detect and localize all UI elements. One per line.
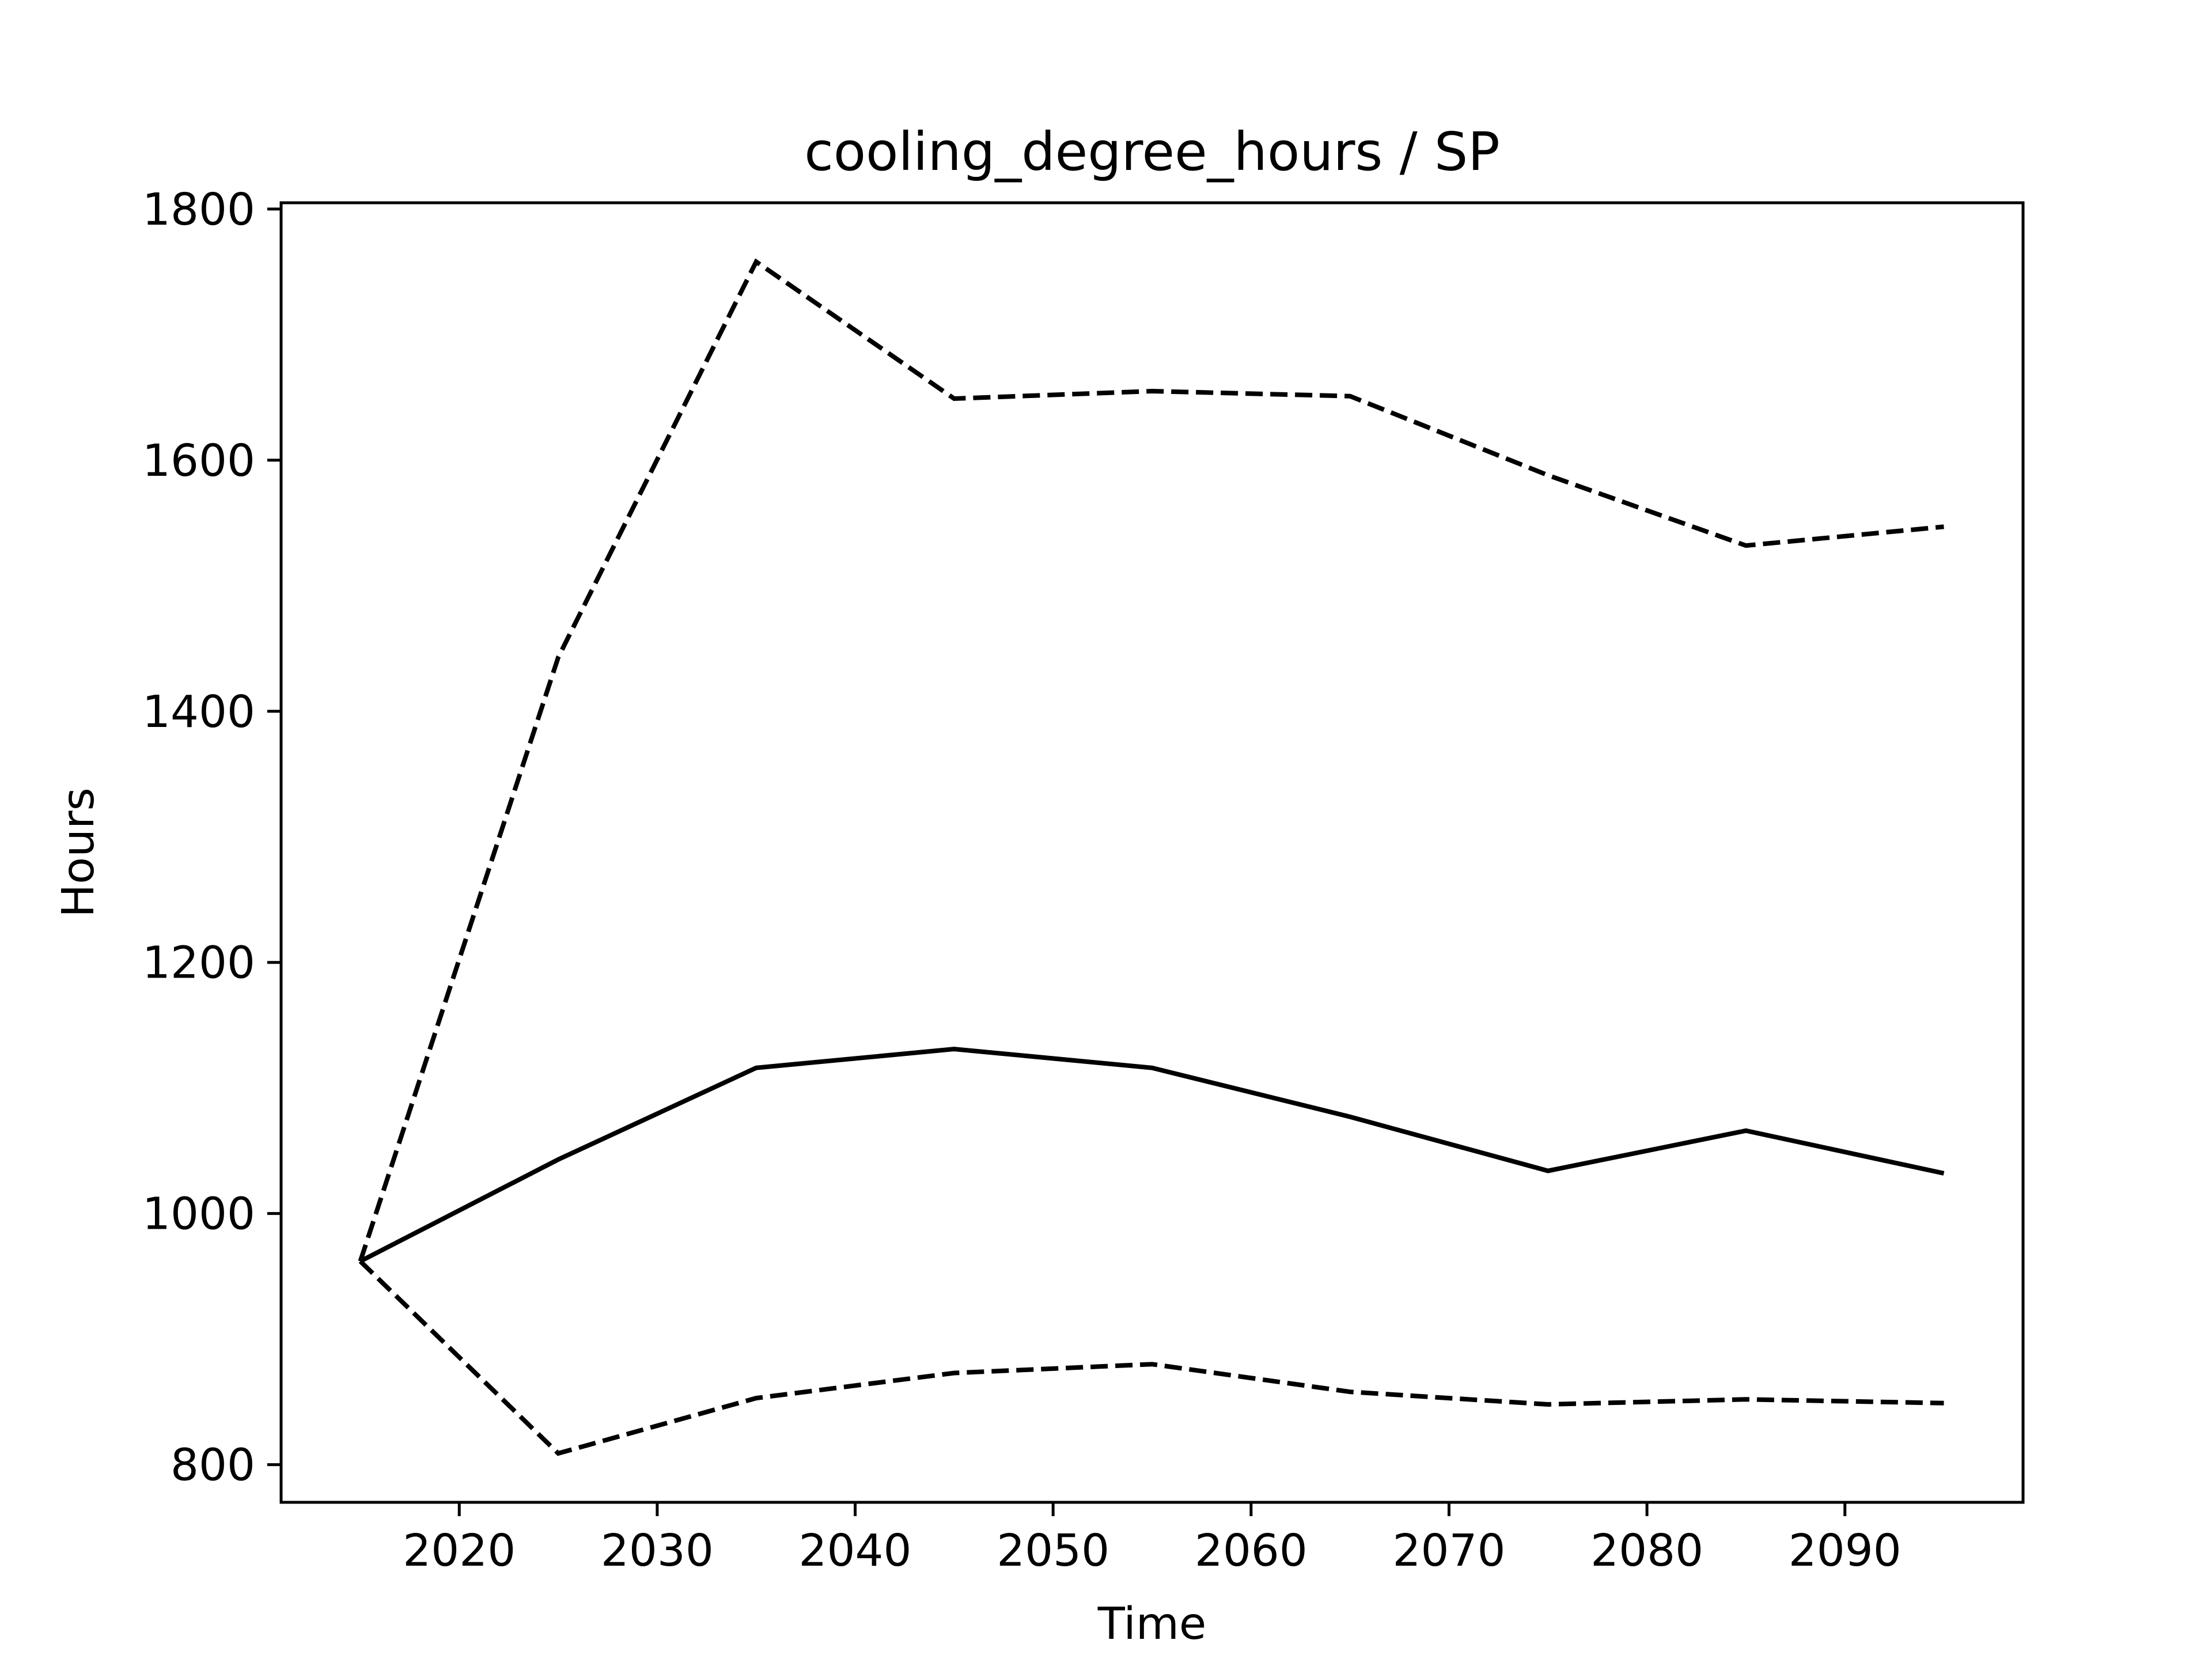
- series-layer: [358, 258, 1945, 1456]
- y-tick-label: 1200: [142, 938, 255, 989]
- y-tick-label: 1600: [142, 435, 255, 487]
- x-axis-label: Time: [1097, 1599, 1206, 1650]
- y-tick-label: 800: [171, 1440, 255, 1491]
- x-tick-label: 2020: [403, 1525, 516, 1577]
- x-tick-label: 2040: [799, 1525, 912, 1577]
- y-tick-label: 1000: [142, 1189, 255, 1240]
- x-tick-label: 2030: [601, 1525, 714, 1577]
- y-tick-label: 1800: [142, 184, 255, 236]
- x-tick-label: 2050: [997, 1525, 1109, 1577]
- x-tick-label: 2060: [1195, 1525, 1308, 1577]
- y-tick-label: 1400: [142, 687, 255, 738]
- y-axis-label: Hours: [53, 787, 104, 918]
- plot-area-frame: [279, 201, 2025, 1504]
- series-line-1-dashed: [358, 258, 1944, 1262]
- chart-title: cooling_degree_hours / SP: [804, 121, 1499, 183]
- x-tick-label: 2080: [1590, 1525, 1703, 1577]
- x-tick-label: 2090: [1789, 1525, 1902, 1577]
- y-axis-ticks: 800 1000 1200 1400 1600 1800: [142, 184, 281, 1491]
- x-axis-ticks: 2020 2030 2040 2050 2060 2070 2080 2090: [403, 1502, 1902, 1577]
- series-line-2-solid: [359, 1047, 1945, 1264]
- series-line-3-dashed: [358, 1259, 1944, 1456]
- x-tick-label: 2070: [1392, 1525, 1505, 1577]
